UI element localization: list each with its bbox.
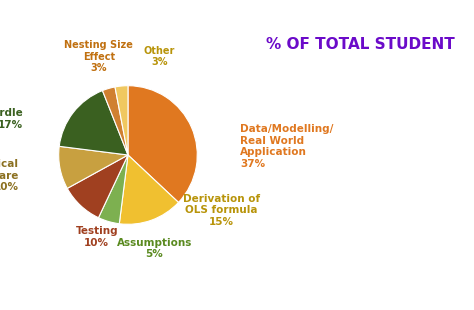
- Text: Nesting Size
Effect
3%: Nesting Size Effect 3%: [64, 40, 133, 73]
- Text: Assumptions
5%: Assumptions 5%: [117, 238, 192, 259]
- Text: % OF TOTAL STUDENT: % OF TOTAL STUDENT: [266, 37, 455, 52]
- Wedge shape: [115, 86, 128, 155]
- Wedge shape: [59, 91, 128, 155]
- Text: Statistical
Software
10%: Statistical Software 10%: [0, 159, 18, 193]
- Wedge shape: [119, 155, 179, 224]
- Wedge shape: [102, 87, 128, 155]
- Wedge shape: [99, 155, 128, 224]
- Wedge shape: [59, 146, 128, 188]
- Text: Mental Hurdle
17%: Mental Hurdle 17%: [0, 108, 23, 130]
- Wedge shape: [128, 86, 197, 202]
- Wedge shape: [67, 155, 128, 218]
- Text: Testing
10%: Testing 10%: [75, 226, 118, 248]
- Text: Derivation of
OLS formula
15%: Derivation of OLS formula 15%: [183, 194, 260, 227]
- Text: Other
3%: Other 3%: [144, 46, 175, 67]
- Text: Data/Modelling/
Real World
Application
37%: Data/Modelling/ Real World Application 3…: [240, 124, 334, 169]
